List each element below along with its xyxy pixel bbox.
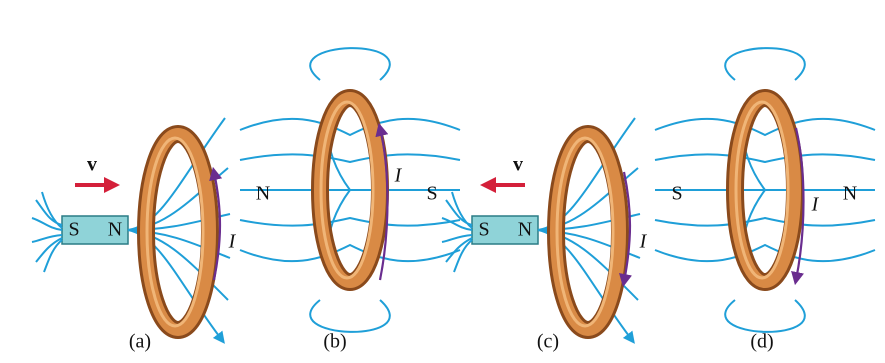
current-label: I: [394, 165, 403, 187]
left-pole-label: N: [256, 183, 270, 205]
diagram: v S N I (a) N S I (b) v S N I (c) S N I …: [0, 0, 885, 363]
current-label: I: [639, 231, 648, 253]
right-pole-label: N: [843, 183, 857, 205]
velocity-label: v: [513, 154, 523, 176]
caption: (b): [323, 331, 346, 353]
panel-a: v S N I (a): [32, 118, 237, 353]
north-label: N: [518, 219, 532, 241]
panel-d: S N I (d): [655, 48, 875, 352]
caption: (c): [537, 331, 559, 353]
velocity-label: v: [87, 154, 97, 176]
panel-b: N S I (b): [240, 48, 460, 352]
north-label: N: [108, 219, 122, 241]
caption: (d): [750, 331, 773, 353]
south-label: S: [68, 219, 79, 241]
current-label: I: [811, 194, 820, 216]
caption: (a): [129, 331, 151, 353]
right-pole-label: S: [426, 183, 437, 205]
current-label: I: [228, 231, 237, 253]
left-pole-label: S: [671, 183, 682, 205]
panel-c: v S N I (c): [442, 118, 648, 353]
south-label: S: [478, 219, 489, 241]
